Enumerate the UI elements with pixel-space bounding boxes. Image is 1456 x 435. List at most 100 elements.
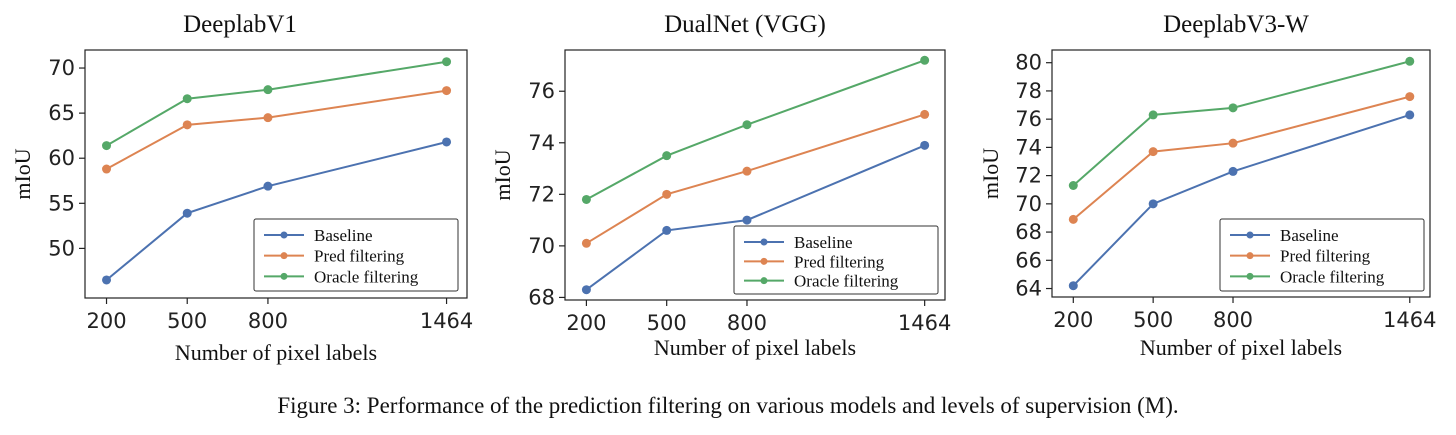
chart-0-series-0-line [105, 141, 447, 281]
chart-2-series-2-point-1 [1148, 110, 1158, 120]
chart-0-xlabel: Number of pixel labels [175, 340, 377, 365]
chart-1-series-2-point-0 [581, 194, 591, 204]
chart-2-ytick-label-5: 74 [1015, 135, 1042, 159]
chart-2-series-0-point-3 [1405, 110, 1415, 120]
chart-1-series-0-point-2 [742, 215, 752, 225]
chart-0-legend-swatch-marker-0 [280, 231, 288, 239]
chart-0-legend-label-2: Oracle filtering [314, 267, 419, 286]
chart-0-series-1-line [106, 89, 447, 170]
chart-2-ytick-label-4: 72 [1015, 164, 1042, 188]
chart-0-series-1-point-1 [182, 120, 192, 130]
chart-0-legend-box [253, 218, 459, 292]
chart-1-series-0-point-3 [920, 140, 930, 150]
chart-0-title: DeeplabV1 [183, 11, 297, 38]
chart-0-series-0-point-2 [263, 181, 273, 191]
chart-1-frame [564, 49, 946, 301]
chart-2-series-0-point-0 [1068, 281, 1078, 291]
chart-1-ytick-label-2: 72 [528, 182, 555, 206]
chart-1-title: DualNet (VGG) [664, 11, 826, 38]
chart-2-title: DeeplabV3-W [1163, 11, 1309, 38]
chart-0-series-0-point-1 [182, 208, 192, 218]
chart-1-xlabel: Number of pixel labels [654, 335, 856, 360]
chart-2-ytick-label-2: 68 [1015, 220, 1042, 244]
chart-2-series-1-point-3 [1405, 92, 1415, 102]
chart-1-legend-label-1: Pred filtering [794, 252, 885, 271]
chart-2-legend-label-2: Oracle filtering [1280, 267, 1385, 286]
chart-2-frame [1051, 49, 1431, 298]
chart-0-series-1-point-2 [263, 113, 273, 123]
chart-1-ylabel: mIoU [490, 149, 515, 200]
chart-2-series-1-point-2 [1228, 138, 1238, 148]
chart-0-series-2-point-2 [263, 85, 273, 95]
chart-1-series-0-line [585, 144, 926, 291]
chart-1-ytick-label-3: 74 [528, 131, 555, 155]
chart-1-legend-swatch-marker-0 [760, 238, 768, 246]
chart-1-series-0-point-1 [662, 225, 672, 235]
chart-2-series-2-point-0 [1068, 180, 1078, 190]
chart-2-ytick-label-1: 66 [1015, 248, 1042, 272]
chart-0-ytick-label-3: 65 [48, 101, 75, 125]
chart-2-legend-swatch-marker-0 [1246, 231, 1254, 239]
chart-2-series-2-line [1072, 60, 1411, 187]
chart-1-series-0-point-0 [581, 285, 591, 295]
chart-2-xtick-label-1: 500 [1133, 308, 1173, 332]
chart-2-series-1-point-1 [1148, 147, 1158, 157]
chart-0-series-2-point-0 [102, 141, 112, 151]
chart-0-series-1-point-0 [102, 164, 112, 174]
chart-2-xtick-label-2: 800 [1213, 308, 1253, 332]
chart-1-xtick-label-2: 800 [727, 311, 767, 335]
chart-2-series-0-point-2 [1228, 166, 1238, 176]
chart-2-legend-swatch-marker-1 [1246, 252, 1254, 260]
chart-0-ylabel: mIoU [10, 148, 35, 199]
chart-0-ytick-label-4: 70 [48, 56, 75, 80]
chart-1-series-2-line [585, 59, 926, 201]
chart-2-ylabel: mIoU [978, 148, 1003, 199]
chart-0-series-1-point-3 [442, 86, 452, 96]
chart-0-legend-label-1: Pred filtering [314, 247, 405, 266]
chart-0-legend-label-0: Baseline [314, 226, 373, 245]
chart-0-xtick-label-3: 1464 [420, 309, 473, 333]
chart-2-legend-label-0: Baseline [1280, 226, 1339, 245]
chart-2-legend-label-1: Pred filtering [1280, 247, 1371, 266]
chart-2-series-1-point-0 [1068, 214, 1078, 224]
chart-0-ytick-label-1: 55 [48, 191, 75, 215]
chart-0-xtick-label-0: 200 [86, 309, 126, 333]
chart-1-series-2-point-2 [742, 120, 752, 130]
chart-2-series-2-point-2 [1228, 103, 1238, 113]
chart-1-ytick-label-4: 76 [528, 79, 555, 103]
chart-1-legend-swatch-marker-1 [760, 257, 768, 265]
chart-2-series-2-point-3 [1405, 56, 1415, 66]
chart-0-xtick-label-2: 800 [248, 309, 288, 333]
chart-1-legend-swatch-marker-2 [760, 277, 768, 285]
chart-1-series-1-point-3 [920, 109, 930, 119]
chart-2-xtick-label-3: 1464 [1383, 308, 1436, 332]
chart-0-xtick-label-1: 500 [167, 309, 207, 333]
chart-2-series-0-point-1 [1148, 199, 1158, 209]
chart-1-xtick-label-0: 200 [566, 311, 606, 335]
chart-1-ytick-label-0: 68 [528, 285, 555, 309]
chart-2-xlabel: Number of pixel labels [1140, 335, 1342, 360]
chart-1-legend-box [733, 225, 939, 295]
chart-1-series-1-point-1 [662, 189, 672, 199]
chart-2-ytick-label-0: 64 [1015, 277, 1042, 301]
chart-2-ytick-label-3: 70 [1015, 192, 1042, 216]
chart-1-series-1-point-0 [581, 238, 591, 248]
chart-2-ytick-label-8: 80 [1015, 51, 1042, 75]
chart-1-series-2-point-1 [662, 151, 672, 161]
chart-1-series-1-line [585, 113, 926, 245]
chart-0-ytick-label-0: 50 [48, 236, 75, 260]
chart-2-ytick-label-6: 76 [1015, 107, 1042, 131]
chart-2-ytick-label-7: 78 [1015, 79, 1042, 103]
chart-1-series-2-point-3 [920, 55, 930, 65]
chart-0-series-2-line [105, 60, 447, 147]
chart-0-series-2-point-1 [182, 94, 192, 104]
chart-0-legend-swatch-marker-2 [280, 272, 288, 280]
chart-1-legend-label-0: Baseline [794, 233, 853, 252]
chart-0-series-0-point-0 [102, 275, 112, 285]
chart-2-series-1-line [1072, 95, 1411, 221]
chart-1-ytick-label-1: 70 [528, 234, 555, 258]
chart-0-frame [84, 49, 468, 299]
chart-1-series-1-point-2 [742, 166, 752, 176]
chart-2-legend-swatch-marker-2 [1246, 272, 1254, 280]
